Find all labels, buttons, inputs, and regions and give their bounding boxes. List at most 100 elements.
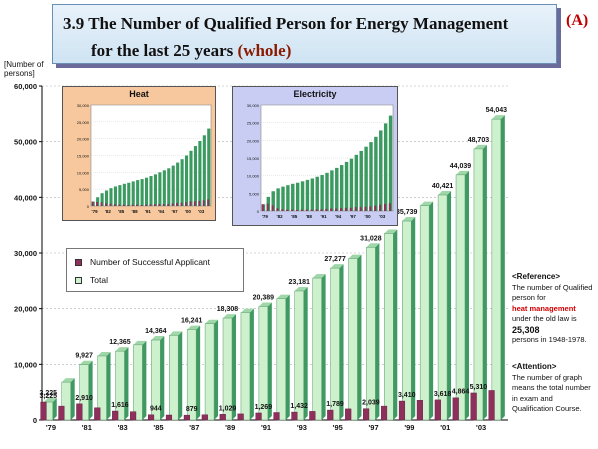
inset-total-bar — [145, 177, 149, 206]
total-bar-side — [464, 170, 469, 420]
total-bar-top — [223, 314, 236, 319]
total-bar-side — [249, 308, 254, 420]
total-data-label: 23,181 — [288, 279, 310, 286]
reference-number: 25,308 — [512, 324, 540, 335]
inset-x-tick-label: '00 — [185, 209, 192, 214]
inset-successful-bar — [344, 207, 347, 211]
successful-data-label: 1,432 — [290, 403, 308, 410]
inset-successful-bar — [286, 209, 289, 211]
x-tick-label: '01 — [440, 423, 450, 432]
inset-total-bar — [281, 186, 285, 211]
successful-bar — [470, 392, 477, 421]
total-bar-side — [393, 229, 398, 420]
inset-y-tick-label: 20,000 — [77, 137, 90, 142]
total-bar — [258, 306, 269, 421]
y-tick-label: 50,000 — [14, 138, 37, 147]
inset-total-bar — [388, 115, 393, 211]
inset-successful-bar — [207, 199, 210, 206]
inset-x-tick-label: '82 — [277, 214, 284, 219]
inset-successful-bar — [379, 204, 382, 211]
total-bar-side — [482, 144, 487, 420]
successful-bar — [147, 414, 155, 421]
successful-data-label: 1,269 — [255, 404, 273, 411]
y-tick-label: 40,000 — [14, 193, 37, 202]
inset-total-bar — [286, 185, 290, 211]
total-bar-side — [214, 319, 219, 420]
inset-total-bar — [383, 123, 388, 211]
inset-total-bar — [330, 170, 334, 211]
total-bar — [294, 290, 304, 421]
total-bar — [330, 267, 340, 421]
inset-total-bar — [100, 193, 104, 206]
total-bar-top — [420, 201, 434, 206]
inset-total-bar — [109, 188, 113, 206]
successful-data-label: 5,310 — [470, 384, 488, 391]
inset-successful-bar — [266, 203, 269, 211]
inset-successful-bar — [300, 209, 303, 211]
total-bar-side — [178, 331, 183, 420]
total-bar-top — [43, 398, 57, 403]
inset-total-bar — [149, 176, 153, 206]
reference-highlight: heat management — [512, 303, 576, 313]
inset-x-tick-label: '91 — [321, 214, 328, 219]
inset-total-bar — [176, 162, 180, 206]
inset-successful-bar — [349, 207, 352, 211]
total-bar — [240, 312, 251, 421]
inset-x-tick-label: '79 — [92, 209, 99, 214]
legend-swatch-total — [75, 277, 82, 284]
total-bar-top — [276, 294, 290, 299]
inset-total-bar — [118, 185, 122, 206]
inset-successful-bar — [202, 200, 205, 206]
total-bar-side — [303, 286, 308, 420]
legend-swatch-successful — [75, 259, 82, 266]
successful-bar — [76, 403, 83, 421]
subtitle-highlight: (whole) — [237, 41, 292, 60]
total-bar-side — [321, 274, 326, 420]
total-bar-top — [79, 360, 93, 365]
total-bar-top — [115, 347, 129, 352]
inset-total-bar — [131, 181, 135, 206]
inset-successful-bar — [261, 204, 264, 211]
total-bar-side — [447, 190, 452, 420]
inset-electricity-title: Electricity — [293, 89, 337, 99]
total-data-label: 35,739 — [396, 209, 418, 216]
inset-total-bar — [127, 182, 131, 206]
total-data-label: 12,365 — [109, 339, 131, 346]
total-bar-top — [402, 217, 416, 222]
successful-bar — [345, 408, 352, 421]
y-tick-label: 10,000 — [14, 360, 37, 369]
total-bar — [455, 174, 466, 421]
inset-total-bar — [300, 181, 305, 211]
total-bar-top — [187, 325, 201, 330]
total-bar-side — [231, 314, 236, 420]
reference-text-b: under the old law is — [512, 314, 577, 323]
total-data-label: 54,043 — [486, 107, 508, 114]
inset-successful-bar — [149, 204, 152, 206]
x-tick-label: '79 — [46, 423, 56, 432]
total-bar-top — [205, 319, 219, 324]
inset-total-bar — [167, 168, 171, 206]
total-bar — [366, 247, 376, 421]
inset-successful-bar — [383, 203, 387, 211]
x-tick-label: '95 — [333, 423, 343, 432]
total-data-label: 31,028 — [360, 235, 382, 242]
total-bar-side — [285, 294, 290, 420]
successful-bar — [183, 414, 190, 421]
total-bar-side — [124, 347, 129, 420]
x-tick-label: '91 — [261, 423, 271, 432]
total-bar-side — [500, 115, 505, 420]
successful-data-label: 1,029 — [219, 405, 237, 412]
inset-total-bar — [315, 176, 319, 211]
y-tick-label: 30,000 — [14, 249, 37, 258]
inset-y-tick-label: 15,000 — [247, 156, 260, 161]
inset-successful-bar — [185, 202, 187, 206]
inset-y-tick-label: 5,000 — [249, 191, 260, 196]
total-data-label: 48,703 — [468, 137, 490, 144]
inset-y-tick-label: 10,000 — [247, 174, 260, 179]
successful-data-label: 2,039 — [362, 400, 380, 407]
inset-total-bar — [122, 183, 126, 206]
inset-x-tick-label: '00 — [365, 214, 372, 219]
successful-bar — [452, 397, 459, 421]
inset-total-bar — [162, 170, 166, 206]
inset-x-tick-label: '03 — [379, 214, 386, 219]
